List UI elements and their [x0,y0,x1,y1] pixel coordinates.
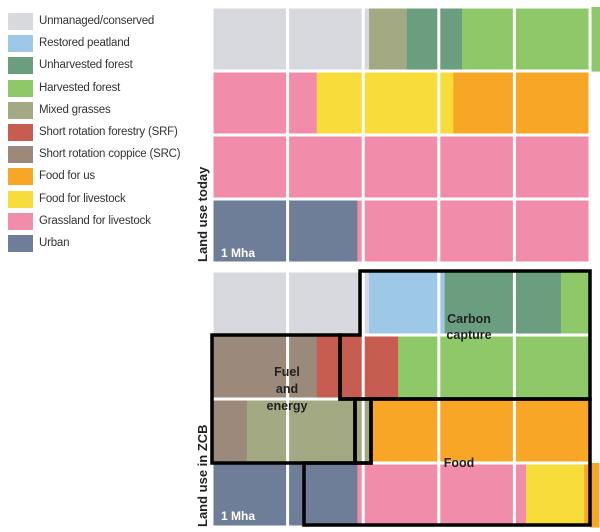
legend-swatch [8,235,33,252]
land-cell-harvested [398,335,591,400]
legend-item-grassland: Grassland for livestock [8,212,208,233]
land-cell-harvested [560,271,591,336]
legend-swatch [8,101,33,119]
legend-label: Harvested forest [39,81,121,94]
legend-swatch [8,146,33,164]
zcb-grid [212,271,600,528]
food-label: Food [444,456,475,470]
legend: Unmanaged/conserved Restored peatland Unha… [0,0,205,260]
legend-swatch [8,57,33,75]
legend-label: Mixed grasses [39,103,111,116]
fuel-energy-label: Fuel and energy [267,365,308,413]
legend-label: Short rotation coppice (SRC) [39,148,181,161]
carbon-capture-label: Carbon capture [446,312,491,342]
land-cell-grassland [357,463,527,528]
land-cell-urban [212,199,358,264]
land-cell-food_us [371,399,591,464]
legend-swatch [8,13,33,30]
today-gridlines [210,5,592,265]
today-axis-label: Land use today [195,166,210,262]
legend-swatch [8,190,33,208]
legend-item-grasses: Mixed grasses [8,101,208,122]
zcb-region-outlines [210,269,592,527]
legend-item-unmanaged: Unmanaged/conserved [8,13,208,33]
legend-item-peatland: Restored peatland [8,35,208,55]
land-cell-peatland [369,271,446,336]
legend-label: Food for livestock [39,192,126,205]
land-cell-unmanaged [212,271,370,336]
legend-swatch [8,212,33,230]
today-grid [212,7,600,264]
legend-item-src: Short rotation coppice (SRC) [8,146,208,166]
today-unit-label: 1 Mha [221,246,255,260]
land-cell-food_livestock [316,71,454,136]
zcb-unit-label: 1 Mha [221,509,255,523]
legend-item-srf: Short rotation forestry (SRF) [8,124,208,144]
legend-swatch [8,168,33,186]
food-outline [302,397,592,527]
land-cell-urban [212,463,358,528]
land-cell-grasses [246,399,373,464]
legend-swatch [8,124,33,141]
legend-label: Food for us [39,170,95,183]
land-cell-food_us [584,463,600,528]
legend-item-food_livestock: Food for livestock [8,190,208,211]
legend-label: Short rotation forestry (SRF) [39,126,178,138]
legend-label: Restored peatland [39,37,130,50]
legend-swatch [8,35,33,53]
land-cell-grassland [212,71,318,136]
land-cell-grassland [357,199,591,264]
land-cell-unmanaged [212,7,370,72]
legend-label: Unmanaged/conserved [39,15,155,27]
legend-label: Grassland for livestock [39,214,151,227]
legend-label: Urban [39,237,70,249]
legend-item-harvested: Harvested forest [8,79,208,100]
legend-label: Unharvested forest [39,59,133,72]
legend-item-unharvested: Unharvested forest [8,57,208,77]
land-cell-unharvested [444,271,562,336]
legend-swatch [8,79,33,97]
land-cell-harvested [462,7,600,72]
legend-item-food_us: Food for us [8,168,208,188]
zcb-axis-label: Land use in ZCB [195,424,210,527]
legend-item-urban: Urban [8,235,208,255]
land-cell-food_us [453,71,591,136]
land-cell-unharvested [406,7,463,72]
land-cell-grassland [212,135,591,200]
land-cell-food_livestock [526,463,585,528]
land-cell-src [212,399,248,464]
land-cell-grasses [369,7,408,72]
land-cell-srf [316,335,399,400]
land-cell-src [212,335,318,400]
